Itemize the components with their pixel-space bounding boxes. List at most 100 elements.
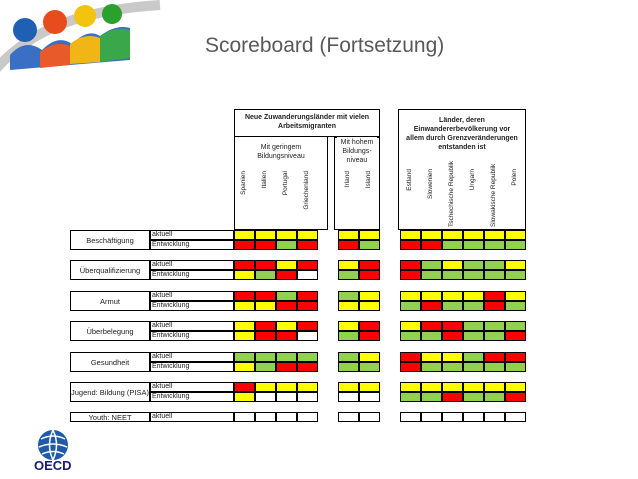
score-cell — [297, 331, 318, 341]
score-cell — [484, 412, 505, 422]
score-cell — [338, 352, 359, 362]
header-group1: Neue Zuwanderungsländer mit vielen Arbei… — [234, 109, 380, 137]
score-cell — [463, 331, 484, 341]
score-cell — [505, 270, 526, 280]
score-cell — [255, 240, 276, 250]
row-label: Armut — [70, 291, 150, 311]
score-cell — [484, 270, 505, 280]
score-cell — [463, 260, 484, 270]
score-cell — [421, 230, 442, 240]
header-logo-graphic — [0, 0, 170, 92]
score-cell — [234, 392, 255, 402]
score-cell — [297, 321, 318, 331]
row-label: Überbelegung — [70, 321, 150, 341]
score-cell — [255, 230, 276, 240]
header-group2: Länder, deren Einwandererbevölkerung vor… — [398, 109, 526, 230]
score-cell — [421, 321, 442, 331]
score-cell — [421, 352, 442, 362]
score-cell — [463, 382, 484, 392]
score-cell — [255, 352, 276, 362]
score-cell — [338, 331, 359, 341]
score-cell — [505, 301, 526, 311]
score-cell — [442, 291, 463, 301]
score-cell — [359, 352, 380, 362]
score-cell — [297, 362, 318, 372]
score-cell — [338, 412, 359, 422]
row-label: Beschäftigung — [70, 230, 150, 250]
country-label: Portugal — [282, 171, 289, 196]
country-label: Spanien — [240, 171, 247, 195]
sub-label-current: aktuell — [150, 321, 234, 331]
score-cell — [255, 412, 276, 422]
score-cell — [442, 321, 463, 331]
country-label: Italien — [261, 171, 268, 189]
score-cell — [234, 230, 255, 240]
sub-label-current: aktuell — [150, 412, 234, 422]
row-label: Überqualifizierung — [70, 260, 150, 280]
sub-label-trend: Entwicklung — [150, 301, 234, 311]
score-cell — [505, 291, 526, 301]
score-cell — [255, 270, 276, 280]
score-cell — [463, 321, 484, 331]
score-cell — [463, 230, 484, 240]
score-cell — [421, 260, 442, 270]
score-cell — [234, 240, 255, 250]
score-cell — [505, 352, 526, 362]
header-group1b: Mit hohem Bildungs-niveau — [337, 137, 377, 167]
score-cell — [400, 270, 421, 280]
score-cell — [484, 301, 505, 311]
score-cell — [400, 291, 421, 301]
score-cell — [338, 291, 359, 301]
header-group1a: Mit geringem Bildungsniveau — [244, 143, 318, 163]
score-cell — [421, 392, 442, 402]
score-cell — [442, 392, 463, 402]
group1a-box — [234, 137, 328, 230]
score-cell — [276, 362, 297, 372]
score-cell — [276, 260, 297, 270]
score-cell — [463, 352, 484, 362]
score-cell — [505, 321, 526, 331]
score-cell — [338, 382, 359, 392]
country-label: Island — [365, 171, 372, 189]
score-cell — [463, 362, 484, 372]
score-cell — [234, 382, 255, 392]
score-cell — [359, 412, 380, 422]
score-cell — [297, 291, 318, 301]
score-cell — [338, 362, 359, 372]
score-cell — [463, 240, 484, 250]
score-cell — [276, 382, 297, 392]
score-cell — [359, 301, 380, 311]
score-cell — [442, 301, 463, 311]
score-cell — [505, 240, 526, 250]
score-cell — [276, 291, 297, 301]
score-cell — [255, 331, 276, 341]
score-cell — [297, 301, 318, 311]
sub-label-current: aktuell — [150, 352, 234, 362]
country-label: Estland — [406, 169, 413, 191]
score-cell — [484, 240, 505, 250]
score-cell — [276, 230, 297, 240]
score-cell — [359, 392, 380, 402]
score-cell — [338, 270, 359, 280]
country-label: Ungarn — [469, 169, 476, 191]
country-label: Irland — [344, 171, 351, 188]
score-cell — [442, 382, 463, 392]
sub-label-current: aktuell — [150, 382, 234, 392]
score-cell — [297, 382, 318, 392]
score-cell — [400, 301, 421, 311]
score-cell — [442, 270, 463, 280]
score-cell — [505, 392, 526, 402]
score-cell — [359, 382, 380, 392]
score-cell — [359, 331, 380, 341]
score-cell — [338, 321, 359, 331]
score-cell — [338, 392, 359, 402]
country-label: Griechenland — [303, 171, 310, 210]
score-cell — [505, 230, 526, 240]
score-cell — [400, 352, 421, 362]
score-cell — [442, 260, 463, 270]
sub-label-trend: Entwicklung — [150, 240, 234, 250]
score-cell — [359, 240, 380, 250]
score-cell — [505, 260, 526, 270]
score-cell — [400, 260, 421, 270]
sub-label-current: aktuell — [150, 230, 234, 240]
